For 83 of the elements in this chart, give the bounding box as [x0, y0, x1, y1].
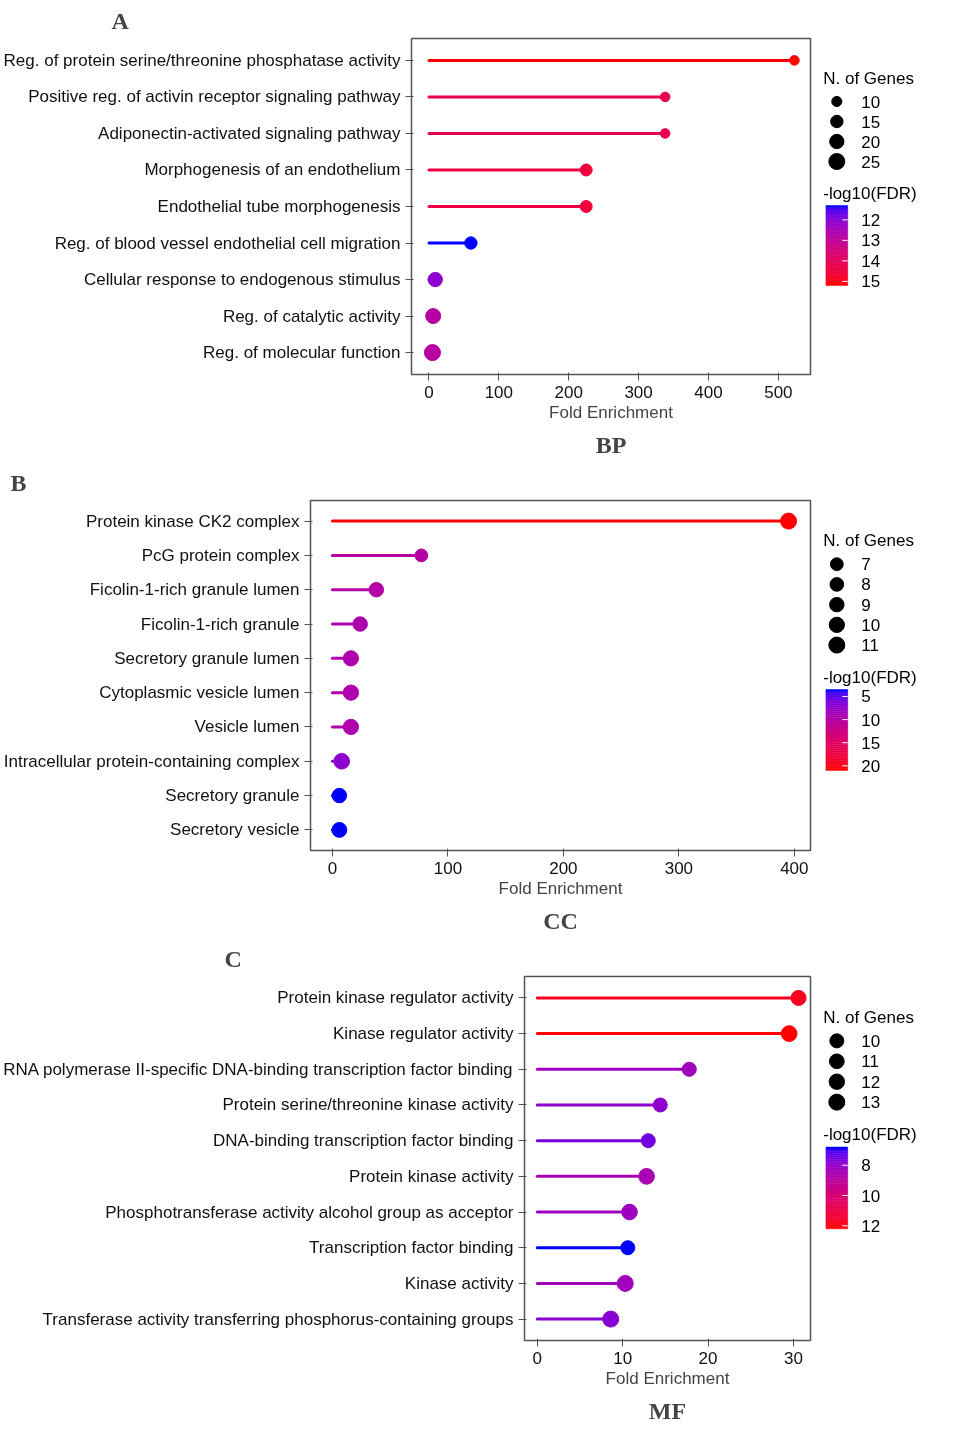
- text: MF: [648, 1397, 687, 1424]
- color-bar-label: 15: [861, 733, 881, 753]
- y-tick-label: Ficolin-1-rich granule: [140, 614, 300, 634]
- color-bar-label: 14: [861, 251, 881, 271]
- legend-title: N. of Genes: [823, 531, 914, 551]
- x-tick-label: 30: [783, 1348, 803, 1368]
- y-tick-label: Protein kinase regulator activity: [277, 988, 514, 1008]
- y-tick-label: Protein kinase activity: [349, 1166, 514, 1186]
- y-tick-label: Phosphotransferase activity alcohol group as acceptor: [105, 1202, 514, 1222]
- y-tick-label: Reg. of blood vessel endothelial cell migration: [54, 233, 401, 253]
- legend-label: 13: [861, 1093, 881, 1113]
- y-tick-label: Vesicle lumen: [194, 717, 300, 737]
- y-tick-label: Ficolin-1-rich granule lumen: [89, 580, 300, 600]
- color-bar-label: 8: [861, 1156, 871, 1176]
- x-axis-title: Fold Enrichment: [498, 878, 623, 898]
- color-bar-label: 15: [861, 272, 881, 292]
- x-tick-label: 0: [424, 382, 434, 402]
- text: C: [224, 945, 242, 972]
- y-tick-label: Reg. of protein serine/threonine phosphatase activity: [3, 50, 401, 70]
- x-axis-title: Fold Enrichment: [605, 1368, 730, 1388]
- y-tick-label: Kinase activity: [404, 1273, 514, 1293]
- y-tick-label: Secretory granule: [165, 786, 300, 806]
- legend-label: 11: [861, 636, 879, 656]
- y-tick-label: Kinase regulator activity: [333, 1024, 514, 1044]
- legend-label: 25: [861, 152, 881, 172]
- x-tick-label: 300: [624, 382, 653, 402]
- legend-label: 12: [861, 1072, 881, 1092]
- color-bar-label: 12: [861, 1216, 881, 1236]
- x-tick-label: 0: [532, 1348, 543, 1368]
- legend-label: 20: [861, 132, 881, 152]
- x-tick-label: 200: [549, 858, 578, 878]
- text: B: [10, 469, 27, 496]
- y-tick-label: Positive reg. of activin receptor signaling pathway: [28, 87, 401, 107]
- y-tick-label: RNA polymerase II-specific DNA-binding transcription factor binding: [3, 1059, 513, 1079]
- x-tick-label: 100: [433, 858, 463, 878]
- y-tick-label: Reg. of molecular function: [203, 343, 401, 363]
- y-tick-label: Intracellular protein-containing complex: [3, 751, 300, 771]
- legend-label: 11: [861, 1052, 879, 1072]
- color-bar-title: -log10(FDR): [823, 184, 917, 203]
- color-bar-label: 10: [861, 710, 881, 730]
- text: A: [111, 7, 130, 34]
- x-tick-label: 100: [484, 382, 514, 402]
- legend-label: 10: [861, 92, 881, 112]
- y-tick-label: Morphogenesis of an endothelium: [144, 160, 401, 180]
- legend-title: N. of Genes: [823, 1007, 914, 1027]
- x-tick-label: 400: [694, 382, 723, 402]
- y-tick-label: Transferase activity transferring phosphorus-containing groups: [42, 1309, 514, 1329]
- legend-label: 10: [861, 615, 881, 635]
- x-axis-title: Fold Enrichment: [549, 402, 674, 422]
- y-tick-label: Secretory vesicle: [170, 820, 300, 840]
- color-bar-title: -log10(FDR): [823, 667, 917, 687]
- legend-label: 9: [861, 595, 871, 615]
- y-tick-label: Cytoplasmic vesicle lumen: [99, 683, 300, 703]
- x-tick-label: 10: [613, 1348, 633, 1368]
- color-bar-label: 12: [861, 210, 881, 230]
- y-tick-label: Secretory granule lumen: [114, 648, 300, 668]
- y-tick-label: Endothelial tube morphogenesis: [157, 197, 401, 216]
- legend-label: 15: [861, 112, 881, 132]
- x-tick-label: 0: [327, 858, 338, 878]
- x-tick-label: 300: [664, 858, 694, 878]
- y-tick-label: Reg. of catalytic activity: [222, 306, 401, 326]
- y-tick-label: Adiponectin-activated signaling pathway: [98, 123, 401, 143]
- legend-label: 7: [861, 555, 871, 575]
- y-tick-label: Transcription factor binding: [309, 1238, 514, 1258]
- color-bar-title: -log10(FDR): [823, 1125, 917, 1145]
- text: BP: [595, 431, 627, 458]
- y-tick-label: PcG protein complex: [141, 545, 300, 565]
- y-tick-label: Cellular response to endogenous stimulus: [83, 270, 401, 290]
- y-tick-label: DNA-binding transcription factor binding: [213, 1131, 514, 1151]
- x-tick-label: 200: [554, 382, 583, 402]
- color-bar-label: 5: [861, 687, 871, 707]
- color-bar-label: 10: [861, 1186, 881, 1206]
- legend-label: 8: [861, 575, 871, 595]
- y-tick-label: Protein serine/threonine kinase activity: [222, 1095, 514, 1115]
- legend-label: 10: [861, 1031, 881, 1051]
- color-bar-label: 13: [861, 231, 881, 251]
- legend-title: N. of Genes: [823, 69, 914, 88]
- x-tick-label: 400: [780, 858, 809, 878]
- color-bar-label: 20: [861, 756, 881, 776]
- x-tick-label: 20: [698, 1348, 718, 1368]
- x-tick-label: 500: [764, 382, 793, 402]
- y-tick-label: Protein kinase CK2 complex: [85, 511, 300, 531]
- text: CC: [543, 907, 578, 934]
